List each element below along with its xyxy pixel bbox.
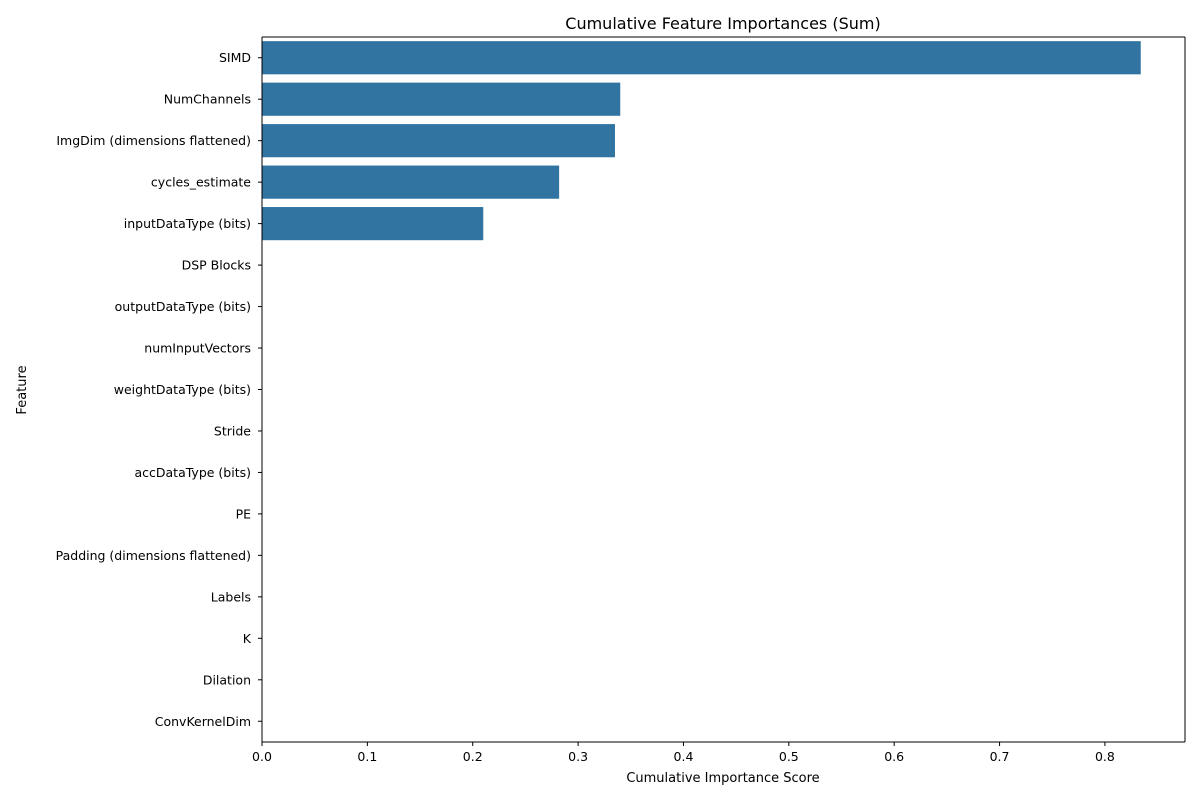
x-axis-ticks: 0.0 0.1 0.2 0.3 0.4 0.5 0.6 0.7 0.8 — [252, 742, 1115, 764]
x-tick-label: 0.3 — [568, 749, 588, 764]
x-tick-label: 0.4 — [674, 749, 694, 764]
bar — [262, 207, 484, 241]
x-tick-label: 0.7 — [990, 749, 1010, 764]
y-axis-label: Feature — [15, 365, 30, 414]
y-tick-label: outputDataType (bits) — [115, 299, 251, 314]
x-tick-label: 0.5 — [779, 749, 799, 764]
y-axis-ticks: SIMD NumChannels ImgDim (dimensions flatte… — [56, 50, 262, 729]
y-tick-label: accDataType (bits) — [134, 465, 251, 480]
x-tick-label: 0.1 — [357, 749, 377, 764]
bar — [262, 41, 1141, 75]
y-tick-label: PE — [236, 506, 252, 521]
y-tick-label: Stride — [214, 423, 251, 438]
y-tick-label: weightDataType (bits) — [114, 382, 251, 397]
x-axis-label: Cumulative Importance Score — [626, 771, 819, 786]
y-tick-label: ConvKernelDim — [155, 714, 251, 729]
y-tick-label: Padding (dimensions flattened) — [56, 548, 251, 563]
y-tick-label: Dilation — [203, 672, 251, 687]
bar — [262, 124, 615, 158]
x-tick-label: 0.0 — [252, 749, 272, 764]
y-tick-label: inputDataType (bits) — [124, 216, 251, 231]
bars-layer — [262, 41, 1141, 241]
y-tick-label: SIMD — [219, 50, 251, 65]
y-tick-label: DSP Blocks — [182, 258, 251, 273]
x-tick-label: 0.8 — [1095, 749, 1115, 764]
y-tick-label: K — [243, 631, 252, 646]
y-tick-label: NumChannels — [164, 92, 251, 107]
y-tick-label: cycles_estimate — [151, 175, 251, 190]
chart-title: Cumulative Feature Importances (Sum) — [565, 14, 880, 33]
x-tick-label: 0.2 — [463, 749, 483, 764]
bar — [262, 82, 621, 116]
bar — [262, 165, 560, 199]
y-tick-label: Labels — [211, 589, 251, 604]
y-tick-label: numInputVectors — [144, 341, 251, 356]
x-tick-label: 0.6 — [884, 749, 904, 764]
y-tick-label: ImgDim (dimensions flattened) — [56, 133, 251, 148]
